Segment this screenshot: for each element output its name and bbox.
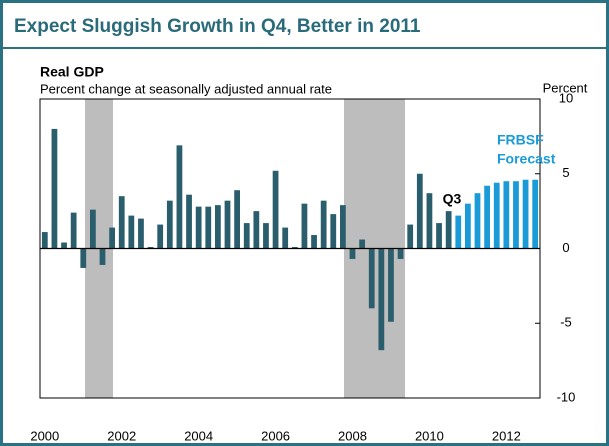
axis-label: Percent change at seasonally adjusted an… bbox=[40, 81, 332, 96]
bar bbox=[272, 170, 279, 249]
x-tick-label: 2006 bbox=[261, 428, 290, 443]
bar bbox=[368, 248, 375, 309]
bar bbox=[128, 215, 135, 249]
bar bbox=[436, 223, 442, 249]
bar bbox=[90, 209, 96, 249]
bar bbox=[215, 205, 221, 249]
annotation: Forecast bbox=[497, 151, 556, 167]
y-tick-label: 0 bbox=[562, 240, 569, 255]
x-tick-label: 2012 bbox=[492, 428, 521, 443]
bar bbox=[118, 196, 125, 249]
bar bbox=[474, 193, 481, 249]
bar bbox=[330, 214, 337, 249]
x-tick-label: 2002 bbox=[107, 428, 136, 443]
bar bbox=[243, 223, 250, 249]
bar bbox=[186, 194, 192, 249]
bar bbox=[340, 205, 346, 249]
bar bbox=[253, 211, 260, 249]
bar bbox=[522, 179, 529, 249]
bar bbox=[465, 203, 471, 249]
bar bbox=[426, 193, 433, 249]
bar bbox=[147, 247, 154, 249]
annotation: FRBSF bbox=[497, 132, 544, 148]
x-tick-label: 2010 bbox=[415, 428, 444, 443]
bar bbox=[493, 182, 500, 249]
bar bbox=[407, 224, 414, 249]
bar bbox=[282, 227, 289, 249]
bar bbox=[166, 200, 173, 249]
x-tick-label: 2000 bbox=[30, 428, 59, 443]
bar bbox=[263, 223, 269, 249]
bar bbox=[157, 224, 164, 249]
unit-label: Percent bbox=[543, 80, 588, 95]
bar bbox=[484, 185, 490, 249]
bar bbox=[51, 128, 58, 249]
bar bbox=[138, 218, 144, 249]
bar bbox=[532, 179, 539, 249]
bar bbox=[224, 200, 231, 249]
bar bbox=[320, 200, 327, 249]
y-tick-label: -10 bbox=[557, 389, 576, 404]
y-tick-label: -5 bbox=[560, 315, 572, 330]
subtitle: Real GDP bbox=[40, 64, 104, 80]
annotation: Q3 bbox=[443, 191, 462, 207]
chart-title: Expect Sluggish Growth in Q4, Better in … bbox=[14, 16, 421, 37]
bar bbox=[388, 248, 394, 322]
bar bbox=[416, 173, 423, 249]
bar bbox=[378, 248, 385, 351]
bar bbox=[109, 227, 115, 249]
bar bbox=[455, 215, 462, 249]
bar bbox=[41, 232, 48, 249]
bar bbox=[397, 248, 404, 259]
bar bbox=[176, 145, 183, 249]
bar bbox=[234, 190, 240, 249]
bar bbox=[99, 248, 106, 265]
y-tick-label: 10 bbox=[559, 90, 573, 105]
bar bbox=[205, 206, 212, 249]
bar bbox=[503, 181, 510, 249]
bar bbox=[513, 181, 519, 249]
bar bbox=[70, 212, 77, 249]
bar bbox=[61, 242, 67, 249]
bar bbox=[445, 211, 452, 249]
bar bbox=[301, 203, 308, 249]
bar bbox=[195, 206, 202, 249]
bar bbox=[311, 235, 317, 249]
x-tick-label: 2004 bbox=[184, 428, 213, 443]
y-tick-label: 5 bbox=[562, 165, 569, 180]
bar bbox=[359, 239, 365, 249]
bar bbox=[349, 248, 356, 259]
bar bbox=[291, 247, 298, 249]
bar bbox=[80, 248, 87, 268]
x-tick-label: 2008 bbox=[338, 428, 367, 443]
